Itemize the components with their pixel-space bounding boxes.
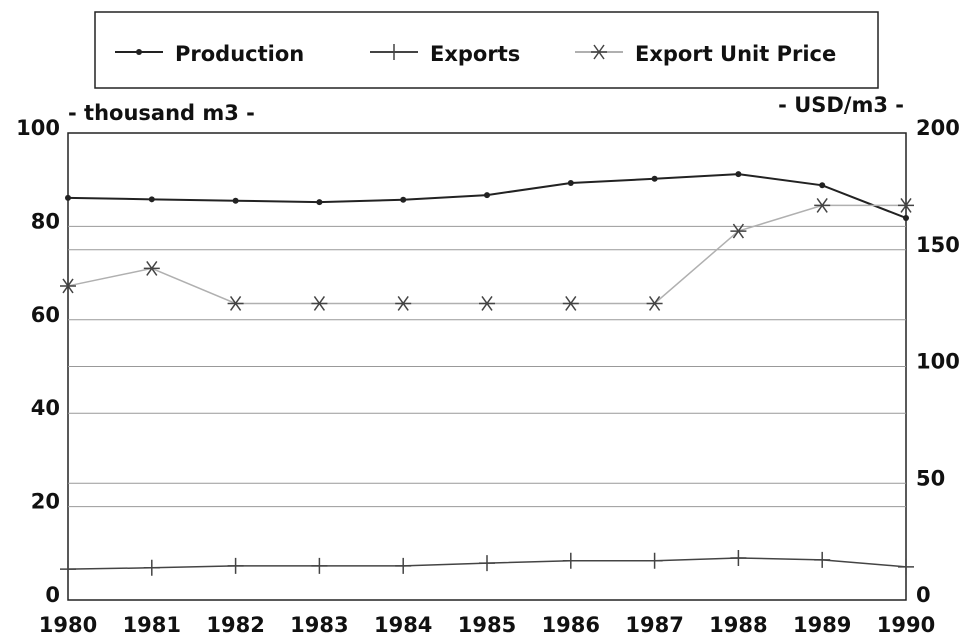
y-tick-label: 100 (16, 116, 60, 140)
y-tick-label: 80 (31, 209, 60, 233)
point (60, 278, 76, 294)
point (60, 561, 76, 578)
point (395, 557, 412, 574)
point (316, 199, 323, 206)
x-tick-label: 1985 (458, 613, 516, 637)
point (898, 558, 914, 575)
y-axis-label: - thousand m3 - (68, 101, 255, 125)
point (730, 223, 747, 239)
y-tick-label: 40 (31, 396, 60, 420)
point (311, 557, 328, 574)
point (148, 196, 155, 203)
x-tick-label: 1989 (793, 613, 851, 637)
point (903, 214, 909, 221)
y2-tick-label: 200 (916, 116, 960, 140)
point (562, 296, 579, 311)
y2-tick-label: 50 (916, 466, 945, 490)
x-tick-label: 1988 (709, 613, 767, 637)
point (143, 260, 160, 276)
legend-box (94, 11, 879, 89)
y-tick-label: 20 (31, 490, 60, 514)
y2-tick-label: 0 (916, 583, 931, 607)
x-tick-label: 1986 (542, 613, 600, 637)
y2-tick-label: 150 (916, 233, 960, 257)
point (479, 555, 495, 572)
series-line (67, 204, 906, 305)
point (484, 192, 490, 199)
point (730, 549, 747, 566)
point (65, 194, 71, 201)
point (646, 552, 663, 569)
y-tick-label: 0 (45, 583, 60, 607)
point (567, 179, 574, 186)
x-tick-label: 1983 (290, 613, 348, 637)
point (651, 175, 658, 182)
x-tick-label: 1981 (123, 613, 181, 637)
point (898, 197, 914, 213)
point (562, 552, 579, 569)
legend-label: Exports (430, 42, 520, 66)
point (735, 171, 742, 178)
point (386, 44, 402, 60)
x-tick-label: 1984 (374, 613, 432, 637)
point (136, 49, 142, 55)
point (814, 197, 831, 213)
x-tick-label: 1982 (206, 613, 264, 637)
point (227, 557, 244, 574)
legend-label: Production (175, 42, 304, 66)
point (819, 182, 826, 189)
y2-tick-label: 100 (916, 350, 960, 374)
legend-label: Export Unit Price (635, 42, 836, 66)
point (479, 296, 495, 311)
point (232, 197, 239, 204)
point (143, 559, 160, 576)
point (395, 296, 412, 311)
point (814, 551, 831, 568)
point (400, 196, 407, 203)
y-tick-label: 60 (31, 303, 60, 327)
point (591, 44, 607, 60)
x-tick-label: 1990 (877, 613, 935, 637)
y2-axis-label: - USD/m3 - (778, 93, 904, 117)
x-tick-label: 1987 (625, 613, 683, 637)
point (311, 296, 328, 311)
point (227, 296, 244, 311)
x-tick-label: 1980 (39, 613, 97, 637)
point (646, 296, 663, 311)
